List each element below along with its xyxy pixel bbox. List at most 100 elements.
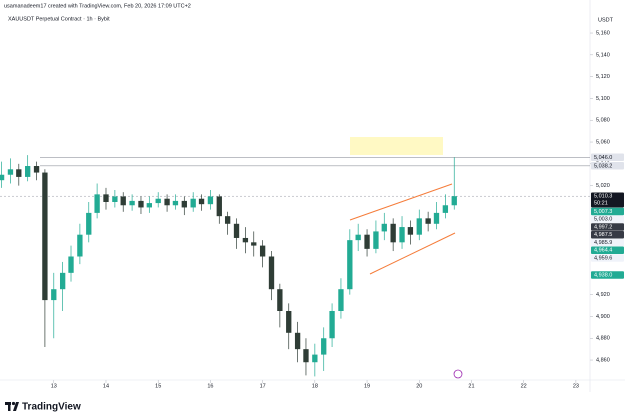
price-label-bg xyxy=(591,207,624,216)
chart-title: XAUUSDT Perpetual Contract · 1h · Bybit xyxy=(8,16,110,22)
brand-logo xyxy=(5,401,19,411)
author-line: usamanadeem17 created with TradingView.c… xyxy=(4,3,191,9)
candle-body xyxy=(198,198,205,205)
highlight-zone xyxy=(350,137,443,155)
candle-body xyxy=(442,205,449,213)
y-tick-label: 4,920 xyxy=(596,292,610,298)
y-tick-label: 5,160 xyxy=(596,30,610,36)
candle-body xyxy=(164,198,170,206)
y-tick-label: 5,020 xyxy=(596,183,610,189)
candle-body xyxy=(59,272,66,290)
price-label: 5,003.0 xyxy=(594,217,612,223)
candle-body xyxy=(190,198,196,208)
y-tick-label: 4,900 xyxy=(596,314,610,320)
price-label-bg xyxy=(591,223,624,231)
y-tick-label: 4,880 xyxy=(596,336,610,342)
candle-body xyxy=(338,289,344,311)
candle-body xyxy=(321,338,327,355)
candle-body xyxy=(399,227,405,243)
x-tick-label: 22 xyxy=(521,383,527,389)
price-label-bg xyxy=(591,192,624,208)
candle-body xyxy=(373,231,379,249)
price-label: 4,987.5 xyxy=(594,232,612,238)
candle-body xyxy=(172,200,179,206)
channel-line xyxy=(349,183,453,221)
candle-body xyxy=(329,310,335,339)
y-axis-label: USDT xyxy=(598,17,614,23)
price-label-bg xyxy=(591,238,624,247)
x-tick-label: 13 xyxy=(51,383,57,389)
x-tick-label: 16 xyxy=(207,383,213,389)
candle-body xyxy=(146,203,152,208)
price-label: 4,997.2 xyxy=(594,224,612,230)
candle-body xyxy=(294,332,301,350)
candle-body xyxy=(233,223,240,238)
x-tick-label: 17 xyxy=(260,383,266,389)
candle-body xyxy=(112,196,118,202)
x-tick-label: 23 xyxy=(573,383,579,389)
candle-body xyxy=(155,198,161,204)
candle-body xyxy=(451,196,457,206)
candle-body xyxy=(94,194,100,213)
brand-name: TradingView xyxy=(22,402,81,413)
y-tick-label: 5,140 xyxy=(596,52,610,58)
candle-body xyxy=(390,223,396,243)
y-tick-label: 5,120 xyxy=(596,74,610,80)
candle-body xyxy=(181,200,187,208)
candle-body xyxy=(207,196,214,205)
candle-body xyxy=(25,166,31,177)
channel-line xyxy=(369,232,456,275)
candle-body xyxy=(303,349,309,363)
y-tick-label: 5,060 xyxy=(596,139,610,145)
x-tick-label: 20 xyxy=(416,383,422,389)
price-label: 5,038.2 xyxy=(594,163,612,169)
candle-body xyxy=(51,289,57,301)
countdown: 50:21 xyxy=(594,201,608,207)
candle-body xyxy=(407,227,414,235)
y-tick-label: 5,080 xyxy=(596,118,610,124)
candle-body xyxy=(312,354,318,363)
price-label: 5,010.3 xyxy=(594,194,612,200)
candle-body xyxy=(216,196,222,217)
candle-body xyxy=(120,196,126,206)
candle-body xyxy=(103,194,109,202)
x-tick-label: 15 xyxy=(155,383,161,389)
candle-body xyxy=(224,216,231,224)
event-marker[interactable] xyxy=(453,369,463,379)
candle-body xyxy=(68,256,74,273)
x-tick-label: 19 xyxy=(364,383,370,389)
candle-body xyxy=(129,200,135,206)
price-label: 5,007.3 xyxy=(594,209,612,215)
candle-body xyxy=(259,245,266,257)
price-label-bg xyxy=(591,254,624,262)
candle-body xyxy=(242,237,249,243)
price-label-bg xyxy=(591,153,624,162)
candle-body xyxy=(7,169,14,175)
x-tick-label: 18 xyxy=(312,383,318,389)
price-label: 4,938.0 xyxy=(594,272,612,278)
candle-body xyxy=(0,174,5,181)
price-label-bg xyxy=(591,246,624,254)
price-label-bg xyxy=(591,215,624,223)
price-label: 4,985.9 xyxy=(594,240,612,246)
candle-body xyxy=(77,234,83,257)
price-label-bg xyxy=(591,162,624,170)
candle-body xyxy=(251,242,257,246)
candle-body xyxy=(268,256,275,290)
candle-body xyxy=(364,234,370,249)
candle-body xyxy=(433,212,440,224)
price-label-bg xyxy=(591,271,624,279)
candle-body xyxy=(381,223,387,232)
y-tick-label: 5,100 xyxy=(596,96,610,102)
price-label-bg xyxy=(591,230,624,239)
candle-body xyxy=(416,218,422,235)
candle-body xyxy=(138,200,144,208)
x-tick-label: 21 xyxy=(468,383,474,389)
candle-body xyxy=(425,218,431,224)
candle-body xyxy=(42,172,48,301)
price-label: 5,046.0 xyxy=(594,155,612,161)
candle-body xyxy=(33,166,40,173)
y-tick-label: 4,860 xyxy=(596,358,610,364)
